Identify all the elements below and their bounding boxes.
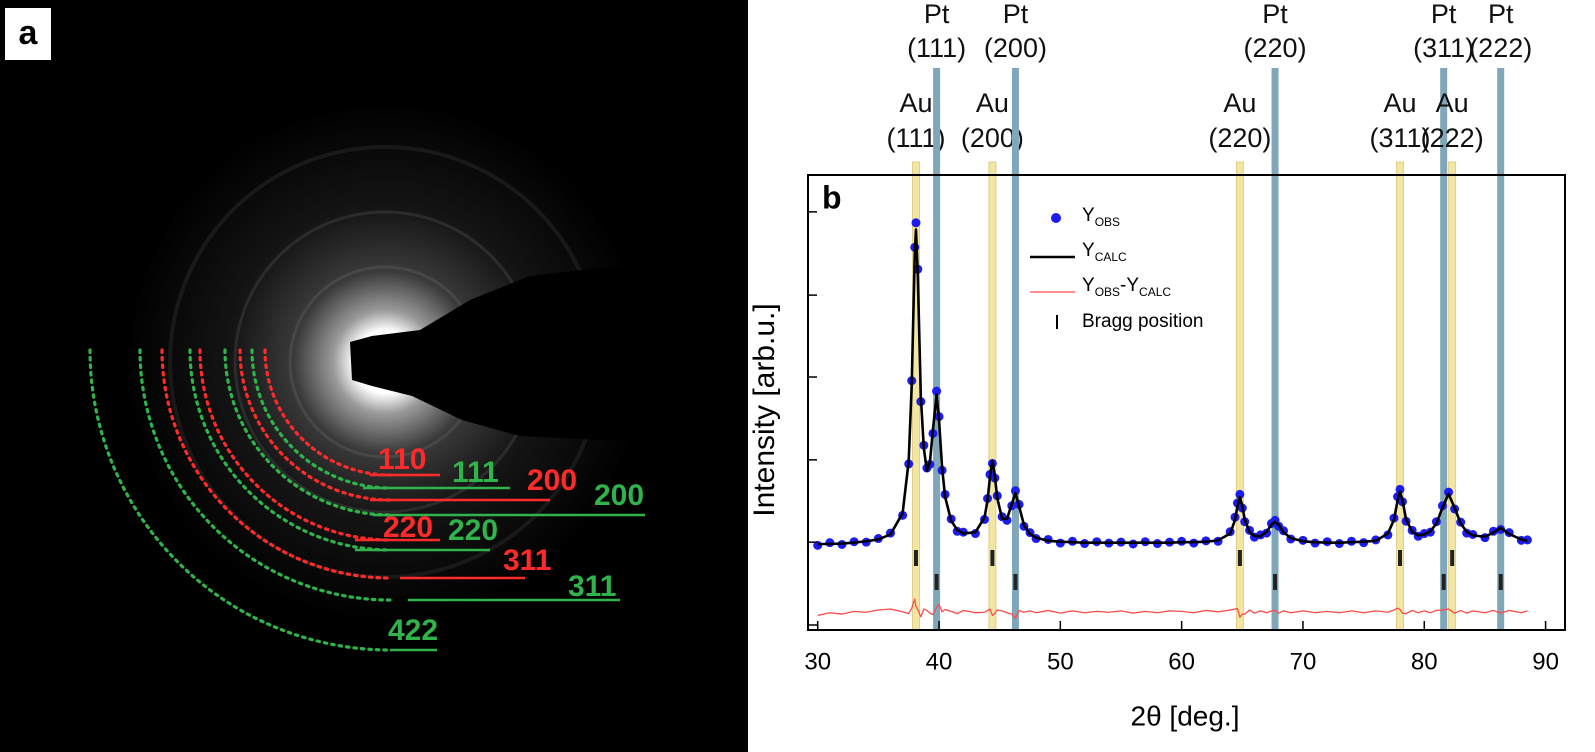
- plot-frame: [807, 174, 1566, 631]
- bragg-tick: [934, 574, 939, 590]
- ring-arc: [238, 348, 392, 502]
- bragg-tick: [1450, 550, 1455, 566]
- bragg-tick: [1273, 574, 1278, 590]
- legend-label: YOBS-YCALC: [1082, 275, 1171, 299]
- bragg-tick: [1013, 574, 1018, 590]
- data-point: [1395, 484, 1405, 494]
- ring-label: 220: [448, 514, 498, 547]
- data-point: [911, 218, 921, 228]
- data-line: [817, 598, 1528, 619]
- x-tick-label: 90: [1532, 648, 1559, 675]
- legend-label: YOBS: [1082, 205, 1120, 229]
- reflection-hkl: (220): [1208, 123, 1271, 153]
- legend-label-part: Y: [1082, 205, 1095, 226]
- panel-label-box: [5, 8, 51, 60]
- reflection-hkl: (311): [1413, 33, 1474, 63]
- bragg-tick: [1237, 550, 1242, 566]
- x-tick-label: 50: [1047, 648, 1074, 675]
- legend-label-part: OBS: [1095, 285, 1120, 299]
- reflection-element: Au: [1223, 88, 1256, 118]
- ring-arc: [188, 348, 392, 552]
- data-line: [817, 228, 1528, 546]
- ring-arc: [160, 348, 392, 580]
- xrd-panel: b 2θ [deg.] Intensity [arb.u.] Au (111) Pt…: [748, 0, 1566, 731]
- bragg-tick: [913, 550, 918, 566]
- ring-arc: [263, 348, 392, 477]
- ring-arc: [250, 348, 392, 490]
- legend-label-part: -Y: [1120, 275, 1139, 296]
- bragg-tick: [1398, 550, 1403, 566]
- data-point: [1444, 487, 1454, 497]
- x-tick-label: 60: [1168, 648, 1195, 675]
- reflection-band: [1440, 68, 1448, 630]
- ring-arc: [138, 348, 392, 602]
- x-tick-label: 30: [804, 648, 831, 675]
- ring-label: 200: [594, 479, 644, 512]
- beam-stop: [350, 266, 748, 442]
- reflection-band: [1497, 68, 1505, 630]
- legend-label-part: CALC: [1095, 250, 1127, 264]
- reflection-hkl: (311): [1369, 123, 1430, 153]
- ring-label: 110: [378, 443, 426, 476]
- reflection-hkl: (200): [984, 33, 1047, 63]
- reflection-hkl: (222): [1469, 33, 1532, 63]
- ring-label: 111: [452, 456, 499, 489]
- data-point: [1128, 539, 1138, 549]
- ring-arc: [223, 348, 392, 517]
- ring-label: 311: [503, 544, 551, 577]
- panel-label: b: [822, 179, 842, 215]
- reflection-band: [1271, 68, 1279, 630]
- data-point: [932, 386, 942, 396]
- y-axis-label: Intensity [arb.u.]: [748, 303, 781, 516]
- reflection-element: Pt: [1262, 0, 1288, 29]
- ring-label: 220: [383, 511, 433, 544]
- legend-marker: [1051, 213, 1061, 223]
- ring-arc: [88, 348, 392, 652]
- legend-label: YCALC: [1082, 240, 1127, 264]
- bragg-tick: [1498, 574, 1503, 590]
- reflection-hkl: (111): [907, 33, 966, 63]
- x-axis-label: 2θ [deg.]: [1131, 700, 1240, 731]
- legend-label-part: Y: [1082, 275, 1095, 296]
- reflection-band: [933, 68, 941, 630]
- x-tick-label: 70: [1290, 648, 1317, 675]
- reflection-hkl: (222): [1421, 123, 1484, 153]
- data-point: [1235, 489, 1245, 499]
- ring-arc: [198, 348, 392, 542]
- reflection-element: Au: [1436, 88, 1469, 118]
- bragg-tick: [990, 550, 995, 566]
- reflection-element: Pt: [1431, 0, 1457, 29]
- ring-label: 311: [568, 570, 616, 603]
- reflection-element: Au: [899, 88, 932, 118]
- reflection-element: Pt: [924, 0, 950, 29]
- bragg-tick: [1441, 574, 1446, 590]
- x-tick-label: 40: [926, 648, 953, 675]
- legend-label: Bragg position: [1082, 311, 1203, 332]
- reflection-hkl: (220): [1244, 33, 1307, 63]
- reflection-element: Au: [976, 88, 1009, 118]
- ring-label: 422: [388, 614, 438, 647]
- reflection-element: Au: [1383, 88, 1416, 118]
- legend-label-part: Y: [1082, 240, 1095, 261]
- x-tick-label: 80: [1411, 648, 1438, 675]
- data-point: [1010, 486, 1020, 496]
- reflection-element: Pt: [1003, 0, 1029, 29]
- ring-label: 200: [527, 464, 577, 497]
- legend-label-part: CALC: [1139, 285, 1171, 299]
- panel-label: a: [19, 14, 39, 52]
- reflection-element: Pt: [1488, 0, 1514, 29]
- reflection-band: [1011, 68, 1019, 630]
- legend-label-part: OBS: [1095, 215, 1120, 229]
